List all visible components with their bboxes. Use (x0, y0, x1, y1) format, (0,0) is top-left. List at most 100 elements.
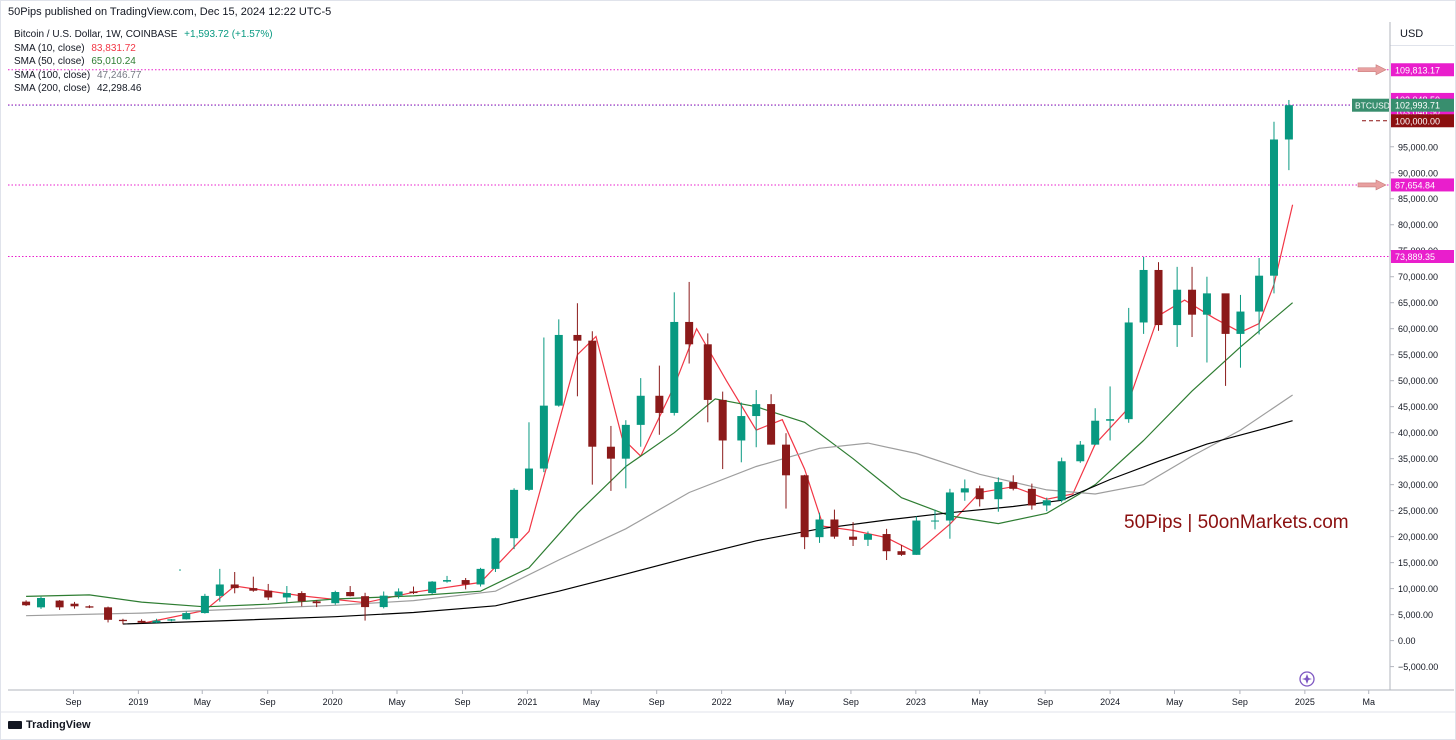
candle-body (85, 606, 94, 608)
sma-10-value: 83,831.72 (91, 42, 136, 54)
symbol-title[interactable]: Bitcoin / U.S. Dollar, 1W, COINBASE (14, 29, 178, 40)
candle-body (636, 395, 645, 425)
candle-body (670, 321, 679, 413)
y-tick-label: 40,000.00 (1398, 428, 1438, 438)
tradingview-brand: TradingView (26, 719, 91, 731)
candle-body (1236, 311, 1245, 334)
candle-body (752, 404, 761, 417)
level-label-bg (1391, 63, 1454, 77)
candle-body (524, 468, 533, 490)
candle-body (621, 424, 630, 459)
candle-body (297, 593, 306, 602)
arrow-icon (1357, 64, 1387, 76)
chart-legend: Bitcoin / U.S. Dollar, 1W, COINBASE +1,5… (14, 28, 273, 96)
y-tick-label: 95,000.00 (1398, 142, 1438, 152)
candle-body (1057, 461, 1066, 501)
candle-body (443, 580, 452, 582)
candle-body (815, 519, 824, 538)
candle-body (312, 601, 321, 604)
x-tick-label: 2024 (1100, 697, 1120, 707)
target-icon (1299, 671, 1315, 687)
candle-body (1106, 419, 1115, 421)
sma-line (26, 302, 1293, 608)
candle-body (960, 488, 969, 493)
candle-body (70, 603, 79, 607)
stray-mark (179, 569, 181, 571)
y-tick-label: 30,000.00 (1398, 480, 1438, 490)
candle-body (137, 620, 146, 623)
y-tick-label: 35,000.00 (1398, 454, 1438, 464)
candle-body (782, 444, 791, 476)
candle-body (1188, 289, 1197, 315)
x-tick-label: 2022 (712, 697, 732, 707)
candle-body (104, 607, 113, 620)
x-tick-label: Sep (1037, 697, 1053, 707)
candle-body (182, 613, 191, 620)
symbol-tag: BTCUSD (1355, 101, 1390, 111)
candle-body (994, 482, 1003, 500)
candle-body (554, 334, 563, 406)
x-tick-label: 2020 (323, 697, 343, 707)
candle-body (718, 399, 727, 441)
candle-body (215, 584, 224, 596)
candle-body (539, 405, 548, 469)
level-label: 87,654.84 (1395, 180, 1435, 190)
candle-body (1091, 420, 1100, 445)
candle-body (36, 597, 45, 608)
candle-body (1009, 482, 1018, 489)
arrow-icon (1357, 179, 1387, 191)
sma-200-label: SMA (200, close) (14, 83, 91, 95)
candle-body (1202, 293, 1211, 315)
x-tick-label: Sep (649, 697, 665, 707)
tradingview-logo[interactable]: TradingView (8, 719, 91, 731)
sma-10-row[interactable]: SMA (10, close) 83,831.72 (14, 42, 273, 56)
y-tick-label: 85,000.00 (1398, 194, 1438, 204)
candle-body (573, 334, 582, 341)
candle-body (685, 321, 694, 345)
candle-body (118, 619, 127, 622)
level-label: 73,889.35 (1395, 252, 1435, 262)
candle-body (409, 591, 418, 594)
symbol-tag-bg (1352, 98, 1389, 112)
x-tick-label: 2023 (906, 697, 926, 707)
sma-50-row[interactable]: SMA (50, close) 65,010.24 (14, 55, 273, 69)
x-tick-label: Sep (65, 697, 81, 707)
currency-selector[interactable]: USD (1390, 22, 1454, 46)
y-tick-label: 90,000.00 (1398, 168, 1438, 178)
candle-body (22, 601, 31, 606)
sma-200-row[interactable]: SMA (200, close) 42,298.46 (14, 82, 273, 96)
y-tick-label: 45,000.00 (1398, 402, 1438, 412)
x-tick-label: May (583, 697, 601, 707)
publisher-line: 50Pips published on TradingView.com, Dec… (8, 6, 332, 18)
candle-body (1139, 269, 1148, 323)
candle-body (1284, 105, 1293, 140)
candle-body (167, 619, 176, 621)
x-tick-label: May (1166, 697, 1184, 707)
candle-body (249, 588, 258, 591)
candle-body (737, 416, 746, 441)
candle-body (1042, 500, 1051, 506)
sma-200-value: 42,298.46 (96, 83, 142, 95)
candle-body (945, 492, 954, 521)
x-tick-label: May (971, 697, 989, 707)
candle-body (461, 580, 470, 585)
y-tick-label: 10,000.00 (1398, 584, 1438, 594)
candle-body (588, 340, 597, 447)
sma-100-row[interactable]: SMA (100, close) 47,246.77 (14, 69, 273, 83)
y-tick-label: 20,000.00 (1398, 532, 1438, 542)
x-tick-label: Sep (454, 697, 470, 707)
y-tick-label: 65,000.00 (1398, 298, 1438, 308)
current-price-label-bg (1391, 98, 1454, 112)
candle-body (230, 584, 239, 589)
round-level-label: 100,000.00 (1395, 116, 1440, 126)
candle-body (655, 395, 664, 413)
candle-body (849, 536, 858, 540)
y-tick-label: 15,000.00 (1398, 558, 1438, 568)
candle-body (55, 600, 64, 608)
candle-body (975, 488, 984, 500)
tradingview-logo-icon (8, 721, 22, 729)
candle-body (152, 620, 161, 623)
symbol-row: Bitcoin / U.S. Dollar, 1W, COINBASE +1,5… (14, 28, 273, 42)
y-tick-label: 60,000.00 (1398, 324, 1438, 334)
